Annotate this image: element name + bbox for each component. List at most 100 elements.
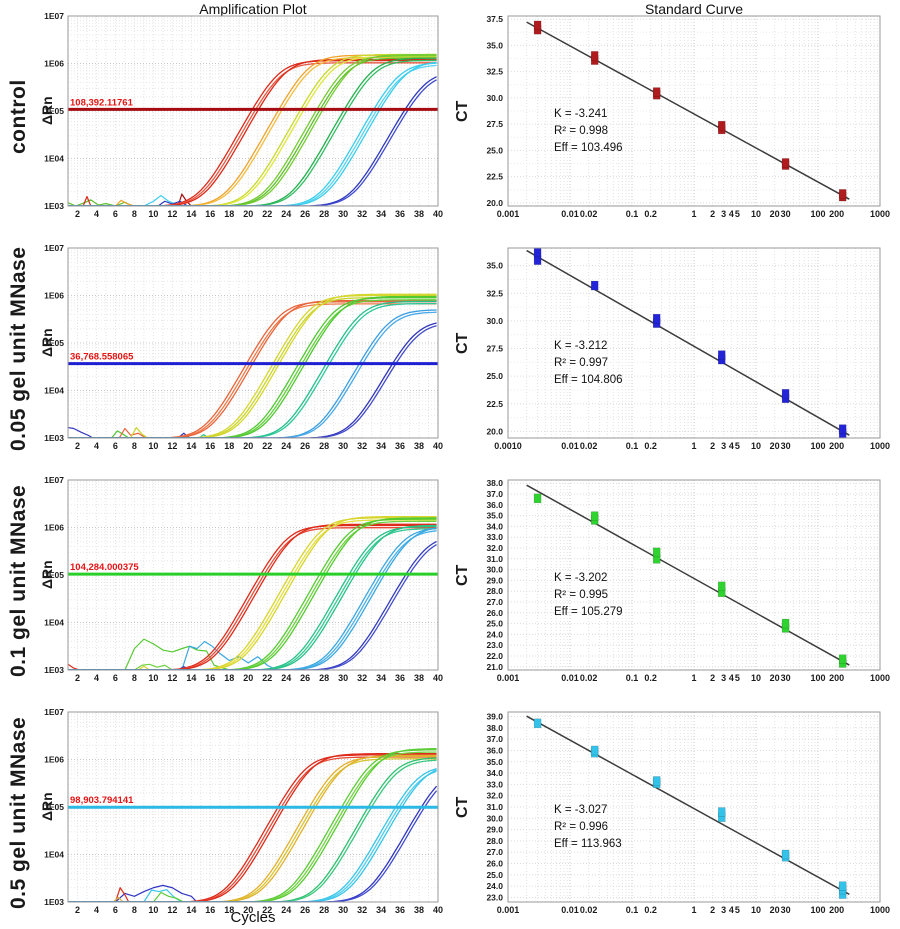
svg-text:1000: 1000 xyxy=(870,441,890,451)
standard-curve-panel-3: CT 38.0 37.0 36.0 35.0 34.0 33.0 32.0 31.0 30.0 2… xyxy=(450,465,900,697)
svg-text:20.0: 20.0 xyxy=(486,426,503,436)
svg-text:6: 6 xyxy=(113,905,118,915)
figure-row-control: control ΔRn Amplification Plot 108,392.1… xyxy=(0,1,900,233)
svg-text:1E06: 1E06 xyxy=(44,755,64,765)
svg-text:34: 34 xyxy=(376,673,386,683)
svg-text:20: 20 xyxy=(770,441,780,451)
figure-row-05-mnase: 0.5 gel unit MNase ΔRn 98,903.794141 1E03… xyxy=(0,697,900,929)
standard-curve-plot: 37.5 35.0 32.5 30.0 27.5 25.0 22.5 20.00.001 0.0… xyxy=(486,14,890,219)
fit-slope: K = -3.202 xyxy=(554,572,608,584)
svg-text:1E05: 1E05 xyxy=(44,570,64,580)
svg-text:28.0: 28.0 xyxy=(486,586,503,596)
svg-text:10: 10 xyxy=(148,673,158,683)
svg-text:0.02: 0.02 xyxy=(580,673,598,683)
svg-text:14: 14 xyxy=(186,673,196,683)
row-label-01-mnase: 0.1 gel unit MNase xyxy=(7,484,30,678)
svg-text:30.0: 30.0 xyxy=(486,813,503,823)
svg-text:30: 30 xyxy=(338,209,348,219)
row-label-005-mnase: 0.05 gel unit MNase xyxy=(7,246,30,452)
svg-text:2: 2 xyxy=(75,209,80,219)
svg-text:28: 28 xyxy=(319,673,329,683)
fit-annotation: K = -3.241 R² = 0.998 Eff = 103.496 xyxy=(554,106,623,157)
svg-text:1E07: 1E07 xyxy=(44,11,64,21)
svg-text:20: 20 xyxy=(243,905,253,915)
svg-text:12: 12 xyxy=(167,209,177,219)
svg-text:4: 4 xyxy=(94,905,99,915)
svg-text:25.0: 25.0 xyxy=(486,870,503,880)
amplification-panel-4: 0.5 gel unit MNase ΔRn 98,903.794141 1E03… xyxy=(0,697,450,929)
svg-text:33.0: 33.0 xyxy=(486,779,503,789)
svg-text:6: 6 xyxy=(113,673,118,683)
svg-text:32.5: 32.5 xyxy=(486,67,503,77)
svg-text:36,768.558065: 36,768.558065 xyxy=(70,352,134,363)
standard-curve-panel-4: CT 39.0 38.0 37.0 36.0 35.0 34.0 33.0 32.0 31.0 3… xyxy=(450,697,900,929)
svg-text:12: 12 xyxy=(167,673,177,683)
svg-text:22: 22 xyxy=(262,673,272,683)
fit-r2: R² = 0.997 xyxy=(554,357,609,369)
svg-text:3: 3 xyxy=(721,673,726,683)
svg-text:26: 26 xyxy=(300,209,310,219)
svg-text:1: 1 xyxy=(691,673,696,683)
standard-curve-panel-2: CT 35.0 32.5 30.0 27.5 25.0 22.5 20.0 0.0010 0.0… xyxy=(450,233,900,465)
svg-text:38: 38 xyxy=(414,905,424,915)
svg-text:25.0: 25.0 xyxy=(486,619,503,629)
svg-text:2: 2 xyxy=(75,673,80,683)
svg-text:20: 20 xyxy=(243,673,253,683)
svg-text:1E04: 1E04 xyxy=(44,618,64,628)
svg-text:1E03: 1E03 xyxy=(44,433,64,443)
svg-text:1E06: 1E06 xyxy=(44,291,64,301)
svg-text:36: 36 xyxy=(395,209,405,219)
svg-text:30: 30 xyxy=(338,441,348,451)
svg-text:32: 32 xyxy=(357,905,367,915)
svg-text:10: 10 xyxy=(751,905,761,915)
svg-text:1E05: 1E05 xyxy=(44,106,64,116)
svg-text:36: 36 xyxy=(395,441,405,451)
svg-text:25.0: 25.0 xyxy=(486,145,503,155)
fit-efficiency: Eff = 105.279 xyxy=(554,606,623,618)
standard-curve-plot: 38.037.036.035.034.033.032.031.030.029.0… xyxy=(486,478,890,683)
svg-text:0.1: 0.1 xyxy=(626,209,639,219)
svg-text:0.01: 0.01 xyxy=(561,673,579,683)
svg-text:26: 26 xyxy=(300,673,310,683)
svg-text:40: 40 xyxy=(433,209,443,219)
svg-text:37.0: 37.0 xyxy=(486,489,503,499)
svg-text:30: 30 xyxy=(781,673,791,683)
svg-text:8: 8 xyxy=(132,209,137,219)
svg-text:30.0: 30.0 xyxy=(486,316,503,326)
standard-curve-plot: 39.038.037.036.035.034.033.032.031.030.0… xyxy=(486,711,890,915)
svg-text:0.1: 0.1 xyxy=(626,441,639,451)
svg-text:1E07: 1E07 xyxy=(44,243,64,253)
svg-text:10: 10 xyxy=(148,441,158,451)
svg-text:20: 20 xyxy=(770,673,780,683)
amplification-panel-3: 0.1 gel unit MNase ΔRn 104,284.000375 1E0… xyxy=(0,465,450,697)
svg-text:1E07: 1E07 xyxy=(44,475,64,485)
svg-text:32: 32 xyxy=(357,441,367,451)
svg-text:26: 26 xyxy=(300,441,310,451)
svg-text:2: 2 xyxy=(710,905,715,915)
svg-text:28: 28 xyxy=(319,905,329,915)
svg-text:33.0: 33.0 xyxy=(486,532,503,542)
svg-text:100: 100 xyxy=(810,905,825,915)
svg-text:14: 14 xyxy=(186,209,196,219)
svg-text:1E04: 1E04 xyxy=(44,154,64,164)
standard-curve-plot: 35.032.530.027.525.022.520.00.0010 0.01 0.… xyxy=(486,247,890,451)
fit-efficiency: Eff = 103.496 xyxy=(554,142,623,154)
fit-r2: R² = 0.995 xyxy=(554,589,609,601)
svg-text:8: 8 xyxy=(132,441,137,451)
svg-text:0.1: 0.1 xyxy=(626,905,639,915)
svg-text:4: 4 xyxy=(729,441,734,451)
svg-text:2: 2 xyxy=(710,673,715,683)
svg-text:12: 12 xyxy=(167,441,177,451)
svg-text:32: 32 xyxy=(357,209,367,219)
svg-text:34.0: 34.0 xyxy=(486,521,503,531)
svg-text:200: 200 xyxy=(829,905,844,915)
svg-text:24.0: 24.0 xyxy=(486,881,503,891)
svg-text:26: 26 xyxy=(300,905,310,915)
svg-text:40: 40 xyxy=(433,673,443,683)
svg-text:30.0: 30.0 xyxy=(486,93,503,103)
svg-text:1E06: 1E06 xyxy=(44,523,64,533)
svg-text:22.0: 22.0 xyxy=(486,651,503,661)
svg-text:40: 40 xyxy=(433,441,443,451)
amplification-plot-title: Amplification Plot xyxy=(199,1,307,17)
